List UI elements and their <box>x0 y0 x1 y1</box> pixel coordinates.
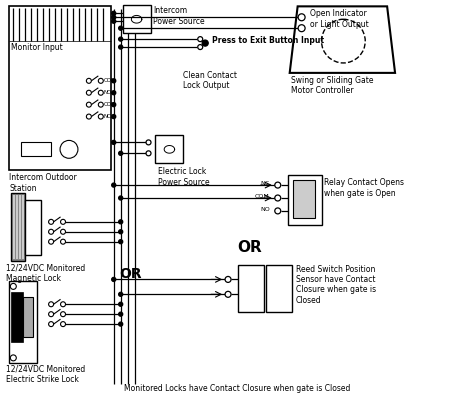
Text: COM: COM <box>255 194 270 199</box>
Circle shape <box>275 195 281 201</box>
Circle shape <box>275 182 281 188</box>
Circle shape <box>98 102 103 107</box>
Circle shape <box>112 79 116 83</box>
Circle shape <box>49 229 54 234</box>
Circle shape <box>146 140 151 145</box>
Text: OR: OR <box>119 266 142 281</box>
Bar <box>11 193 25 260</box>
Circle shape <box>61 312 65 317</box>
Text: Press to Exit Button Input: Press to Exit Button Input <box>212 36 324 45</box>
Text: OR: OR <box>237 240 262 255</box>
Circle shape <box>98 90 103 95</box>
Circle shape <box>198 44 203 50</box>
Bar <box>292 180 315 218</box>
Circle shape <box>49 322 54 327</box>
Bar <box>9 281 37 363</box>
Text: Reed Switch Position
Sensor have Contact
Closure when gate is
Closed: Reed Switch Position Sensor have Contact… <box>296 264 376 305</box>
Circle shape <box>118 292 123 296</box>
Bar <box>11 292 23 342</box>
Text: Intercom Outdoor
Station: Intercom Outdoor Station <box>9 173 77 193</box>
Text: NC: NC <box>261 181 270 186</box>
Circle shape <box>118 220 123 224</box>
Circle shape <box>98 114 103 119</box>
Circle shape <box>112 183 116 187</box>
Bar <box>23 297 33 337</box>
Circle shape <box>118 37 123 41</box>
Bar <box>9 6 111 170</box>
Circle shape <box>118 151 123 155</box>
Circle shape <box>61 220 65 224</box>
Bar <box>155 135 183 163</box>
Circle shape <box>112 12 116 15</box>
Circle shape <box>49 302 54 307</box>
Circle shape <box>98 78 103 83</box>
Circle shape <box>61 229 65 234</box>
Circle shape <box>86 78 91 83</box>
Bar <box>238 264 264 312</box>
Bar <box>266 264 292 312</box>
Text: Intercom
Power Source: Intercom Power Source <box>154 6 205 26</box>
Circle shape <box>86 114 91 119</box>
Text: COM: COM <box>104 78 117 83</box>
Circle shape <box>112 278 116 281</box>
Circle shape <box>49 239 54 244</box>
Circle shape <box>112 103 116 107</box>
Circle shape <box>86 90 91 95</box>
Bar <box>21 143 51 156</box>
Text: NO: NO <box>104 90 112 95</box>
Circle shape <box>118 196 123 200</box>
Circle shape <box>118 45 123 49</box>
Circle shape <box>202 40 208 46</box>
Circle shape <box>118 240 123 244</box>
Circle shape <box>275 208 281 214</box>
Circle shape <box>118 312 123 316</box>
Text: Clean Contact
Lock Output: Clean Contact Lock Output <box>183 71 237 90</box>
Circle shape <box>225 276 231 282</box>
Bar <box>288 175 321 225</box>
Bar <box>123 6 151 33</box>
Circle shape <box>86 102 91 107</box>
Text: COM: COM <box>104 102 117 107</box>
Polygon shape <box>290 6 395 73</box>
Circle shape <box>61 322 65 327</box>
Circle shape <box>225 291 231 297</box>
Bar <box>16 195 18 258</box>
Circle shape <box>112 15 116 19</box>
Circle shape <box>146 151 151 156</box>
Text: 12/24VDC Monitored
Magnetic Lock: 12/24VDC Monitored Magnetic Lock <box>6 264 86 283</box>
Circle shape <box>118 322 123 326</box>
Circle shape <box>118 302 123 306</box>
Circle shape <box>118 230 123 234</box>
Circle shape <box>112 115 116 119</box>
Circle shape <box>60 141 78 158</box>
Text: Swing or Sliding Gate
Motor Controller: Swing or Sliding Gate Motor Controller <box>291 76 373 95</box>
Text: Open Indicator
or Light Output: Open Indicator or Light Output <box>310 10 368 29</box>
Circle shape <box>112 19 116 23</box>
Text: NC: NC <box>104 114 112 119</box>
Circle shape <box>112 91 116 95</box>
Circle shape <box>118 26 123 30</box>
Circle shape <box>112 141 116 145</box>
Bar <box>13 195 15 258</box>
Text: NO: NO <box>260 207 270 212</box>
Circle shape <box>49 312 54 317</box>
Circle shape <box>198 37 203 42</box>
Bar <box>19 195 21 258</box>
Text: 12/24VDC Monitored
Electric Strike Lock: 12/24VDC Monitored Electric Strike Lock <box>6 365 86 384</box>
Circle shape <box>49 220 54 224</box>
Circle shape <box>61 302 65 307</box>
Text: Monitor Input: Monitor Input <box>11 43 63 52</box>
Circle shape <box>298 14 305 21</box>
Circle shape <box>61 239 65 244</box>
Circle shape <box>298 25 305 32</box>
Text: Electric Lock
Power Source: Electric Lock Power Source <box>158 167 210 187</box>
Circle shape <box>10 355 16 361</box>
Text: Relay Contact Opens
when gate is Open: Relay Contact Opens when gate is Open <box>325 178 404 198</box>
Bar <box>25 200 41 254</box>
Text: Monitored Locks have Contact Closure when gate is Closed: Monitored Locks have Contact Closure whe… <box>124 384 350 393</box>
Bar <box>22 195 24 258</box>
Circle shape <box>10 283 16 289</box>
